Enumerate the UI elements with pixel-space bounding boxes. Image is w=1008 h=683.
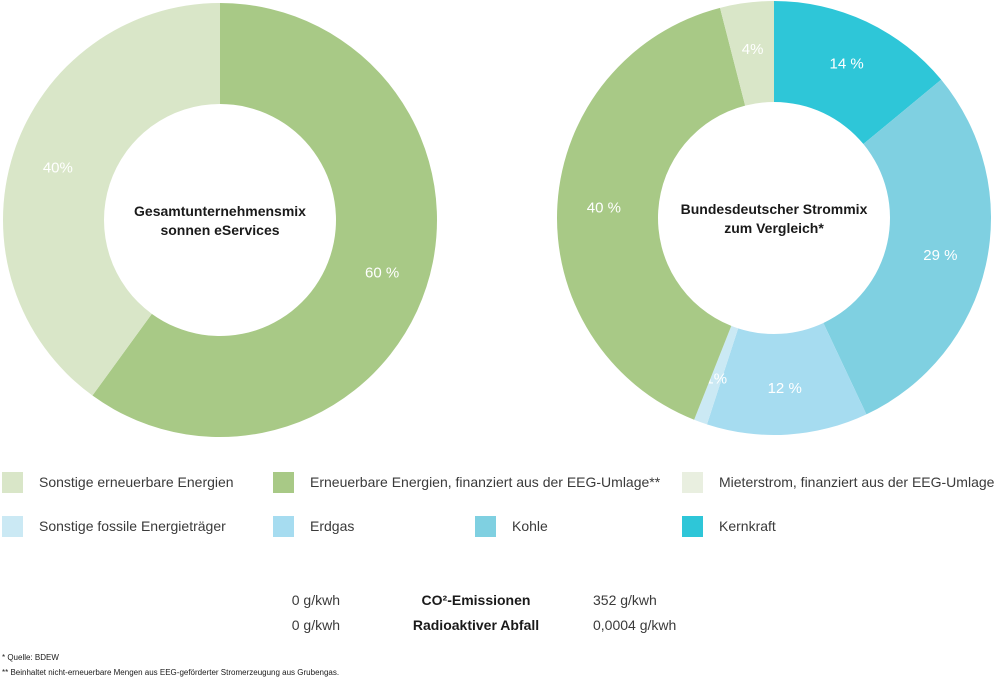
footnote-source: * Quelle: BDEW [2, 653, 59, 662]
slice-label: 14 % [829, 56, 863, 73]
stat-label: Radioaktiver Abfall [412, 617, 540, 633]
legend-swatch [682, 471, 703, 493]
stat-value-germany: 0,0004 g/kwh [593, 617, 677, 633]
stat-label: CO²-Emissionen [421, 592, 531, 608]
donut-center-label: sonnen eServices [160, 222, 279, 238]
stat-value-germany: 352 g/kwh [593, 592, 657, 608]
donut-slice [706, 322, 867, 436]
legend-item-kernkraft: Kernkraft [682, 514, 776, 538]
slice-label: 40% [43, 159, 73, 176]
donut-slice [694, 325, 739, 425]
legend-label: Kernkraft [719, 518, 776, 534]
slice-label: 60 % [365, 265, 399, 282]
legend-swatch [273, 515, 294, 537]
stat-row-radioactive-waste: 0 g/kwh Radioaktiver Abfall 0,0004 g/kwh [0, 617, 1008, 639]
legend-swatch [475, 515, 496, 537]
donut-slice [557, 7, 746, 420]
legend-swatch [2, 471, 23, 493]
legend-label: Kohle [512, 518, 548, 534]
legend-item-sonstige-erneuerbare: Sonstige erneuerbare Energien [2, 470, 234, 494]
legend: Sonstige erneuerbare Energien Erneuerbar… [0, 468, 1008, 548]
donut-slice [774, 1, 942, 145]
donut-center-label: Bundesdeutscher Strommix [681, 201, 868, 217]
donut-center-label: zum Vergleich* [724, 220, 824, 236]
donut-slice [3, 3, 220, 396]
stat-value-company: 0 g/kwh [291, 592, 340, 608]
legend-swatch [273, 471, 294, 493]
legend-label: Erneuerbare Energien, finanziert aus der… [310, 474, 661, 490]
legend-item-sonstige-fossile: Sonstige fossile Energieträger [2, 514, 226, 538]
legend-label: Mieterstrom, finanziert aus der EEG-Umla… [719, 474, 995, 490]
slice-label: 40 % [587, 199, 621, 216]
donut-charts: 60 % 40% Gesamtunternehmensmix sonnen eServ… [3, 1, 991, 437]
legend-item-kohle: Kohle [475, 514, 548, 538]
slice-label: 29 % [923, 247, 957, 264]
stat-row-co2: 0 g/kwh CO²-Emissionen 352 g/kwh [0, 592, 1008, 614]
legend-swatch [2, 515, 23, 537]
donut-slice [92, 3, 438, 437]
donut-chart-germany-mix: 14 %29 %12 %1%40 %4%Bundesdeutscher Stro… [557, 1, 991, 436]
stat-value-company: 0 g/kwh [291, 617, 340, 633]
slice-label: 12 % [768, 380, 802, 397]
donut-slice [720, 1, 774, 106]
legend-swatch [682, 515, 703, 537]
legend-item-mieterstrom: Mieterstrom, finanziert aus der EEG-Umla… [682, 470, 994, 494]
legend-label: Sonstige fossile Energieträger [39, 518, 226, 534]
donut-slice [823, 79, 991, 415]
legend-item-erdgas: Erdgas [273, 514, 354, 538]
slice-label: 4% [742, 41, 764, 58]
donut-chart-company-mix: 60 % 40% Gesamtunternehmensmix sonnen eServ… [3, 3, 438, 437]
legend-item-erneuerbare-eeg: Erneuerbare Energien, finanziert aus der… [273, 470, 660, 494]
emissions-comparison: 0 g/kwh CO²-Emissionen 352 g/kwh 0 g/kwh… [0, 590, 1008, 640]
footnotes: * Quelle: BDEW ** Beinhaltet nicht-erneu… [2, 650, 339, 680]
footnote-eeg: ** Beinhaltet nicht-erneuerbare Mengen a… [2, 668, 340, 677]
legend-label: Erdgas [310, 518, 355, 534]
donut-center-label: Gesamtunternehmensmix [134, 203, 306, 219]
legend-label: Sonstige erneuerbare Energien [39, 474, 234, 490]
